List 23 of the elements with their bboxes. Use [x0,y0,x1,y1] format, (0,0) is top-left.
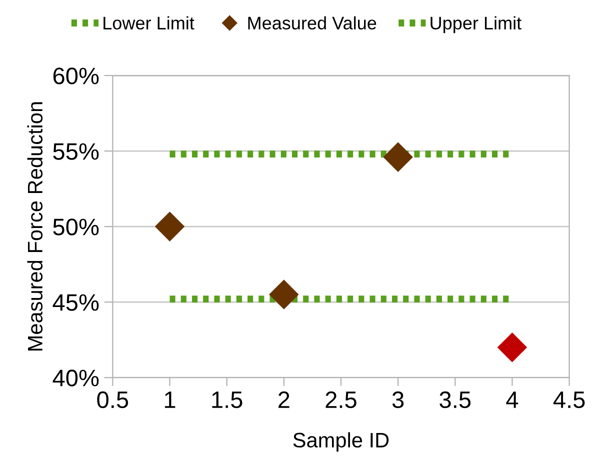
y-tick-label: 40% [52,370,99,386]
point [383,142,413,172]
legend-label: Lower Limit [104,16,194,30]
x-tick-label: 4 [506,392,518,408]
y-tick-label: 50% [53,218,99,236]
x-tick-label: 3 [392,391,404,408]
y-tick-label: 60% [53,68,99,84]
y-tick-label: 55% [53,143,99,160]
x-axis-title: Sample ID [293,432,389,452]
x-tick-label: 2.5 [326,391,356,408]
x-tick-label: 3.5 [440,391,471,408]
x-tick-label: 1.5 [212,392,242,408]
legend-label: Upper Limit [430,16,522,34]
y-axis-title: Measured Force Reduction [27,102,43,350]
point [497,332,528,362]
y-tick-label: 45% [52,294,99,311]
x-tick-label: 0.5 [97,391,128,408]
x-tick-label: 1 [164,392,176,408]
x-tick-label: 4.5 [553,392,585,408]
point [269,280,299,310]
point [154,212,185,242]
x-tick-label: 2 [278,391,290,408]
legend-label: Measured Value [248,16,376,30]
